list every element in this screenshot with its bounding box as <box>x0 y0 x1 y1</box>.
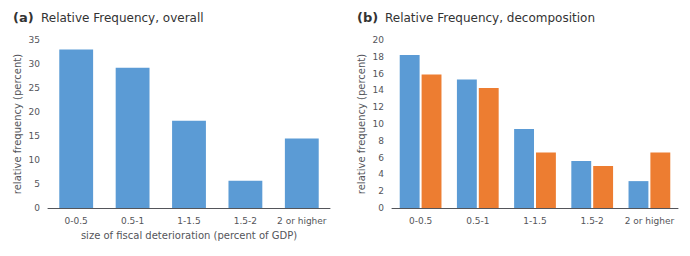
svg-text:Relative Frequency, overall: Relative Frequency, overall <box>41 11 204 25</box>
svg-text:30: 30 <box>29 59 41 69</box>
svg-text:4: 4 <box>378 169 384 179</box>
svg-text:20: 20 <box>29 107 41 117</box>
svg-text:16: 16 <box>373 69 385 79</box>
svg-text:1.5-2: 1.5-2 <box>581 216 604 226</box>
svg-text:2 or higher: 2 or higher <box>277 216 327 226</box>
svg-text:1-1.5: 1-1.5 <box>177 216 200 226</box>
svg-text:relative frequency (percent): relative frequency (percent) <box>356 54 367 194</box>
svg-text:20: 20 <box>373 35 385 45</box>
svg-text:0.5-1: 0.5-1 <box>121 216 144 226</box>
svg-text:15: 15 <box>29 131 40 141</box>
svg-text:(b): (b) <box>357 10 378 25</box>
svg-text:2 or higher: 2 or higher <box>625 216 675 226</box>
svg-text:0-0.5: 0-0.5 <box>409 216 432 226</box>
svg-text:35: 35 <box>29 35 40 45</box>
svg-text:10: 10 <box>373 119 385 129</box>
svg-text:25: 25 <box>29 83 40 93</box>
svg-text:0-0.5: 0-0.5 <box>65 216 88 226</box>
svg-text:2: 2 <box>378 186 384 196</box>
svg-text:0: 0 <box>378 203 384 213</box>
svg-text:0.5-1: 0.5-1 <box>466 216 489 226</box>
svg-text:14: 14 <box>373 85 385 95</box>
svg-text:5: 5 <box>34 179 40 189</box>
svg-text:1.5-2: 1.5-2 <box>234 216 257 226</box>
svg-text:relative frequency (percent): relative frequency (percent) <box>12 54 23 194</box>
svg-text:6: 6 <box>378 153 384 163</box>
svg-text:size of fiscal deterioration (: size of fiscal deterioration (percent of… <box>81 230 297 241</box>
svg-text:0: 0 <box>34 203 40 213</box>
svg-text:1-1.5: 1-1.5 <box>523 216 546 226</box>
svg-text:8: 8 <box>378 136 384 146</box>
svg-text:Relative Frequency, decomposit: Relative Frequency, decomposition <box>385 11 595 25</box>
svg-text:10: 10 <box>29 155 41 165</box>
svg-text:12: 12 <box>373 102 384 112</box>
svg-text:(a): (a) <box>13 10 34 25</box>
svg-text:18: 18 <box>373 52 385 62</box>
